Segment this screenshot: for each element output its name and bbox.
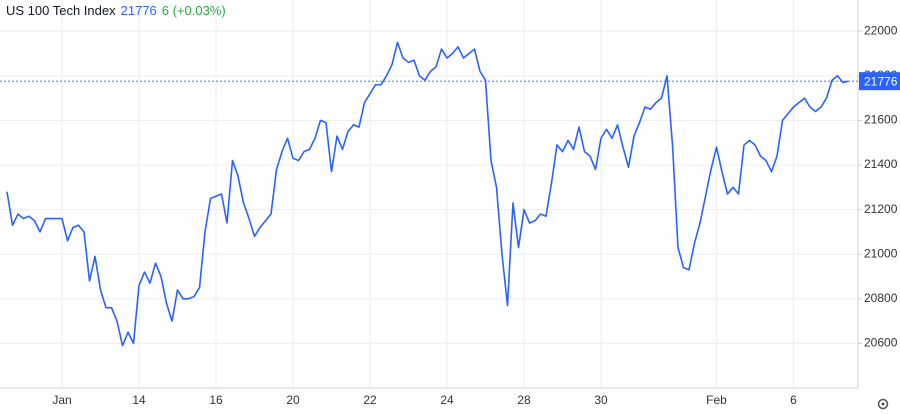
x-tick-label: 6 [790,393,797,407]
header: US 100 Tech Index 21776 6 (+0.03%) [6,3,226,18]
last-price-badge-label: 21776 [864,74,898,88]
settings-icon[interactable] [877,398,889,410]
y-tick-label: 22000 [864,23,898,37]
last-price: 21776 [121,3,157,18]
price-line [6,41,849,347]
gear-ring[interactable] [877,398,889,410]
x-tick-label: 24 [440,393,454,407]
x-tick-label: 16 [209,393,223,407]
x-tick-label: Jan [52,393,71,407]
x-tick-label: 22 [363,393,377,407]
x-tick-label: Feb [706,393,727,407]
y-tick-label: 20600 [864,336,898,350]
last-price-badge [859,72,900,91]
y-tick-label: 21000 [864,246,898,260]
y-tick-label: 21400 [864,157,898,171]
gear-hub[interactable] [881,402,885,406]
x-tick-label: 14 [132,393,146,407]
y-tick-label: 20800 [864,291,898,305]
y-tick-label: 21200 [864,202,898,216]
chart-title: US 100 Tech Index [6,3,116,18]
x-tick-label: 28 [517,393,531,407]
grid [0,0,858,388]
y-tick-label: 21600 [864,113,898,127]
x-tick-label: 30 [594,393,608,407]
x-tick-label: 20 [286,393,300,407]
price-change: 6 (+0.03%) [162,3,226,18]
